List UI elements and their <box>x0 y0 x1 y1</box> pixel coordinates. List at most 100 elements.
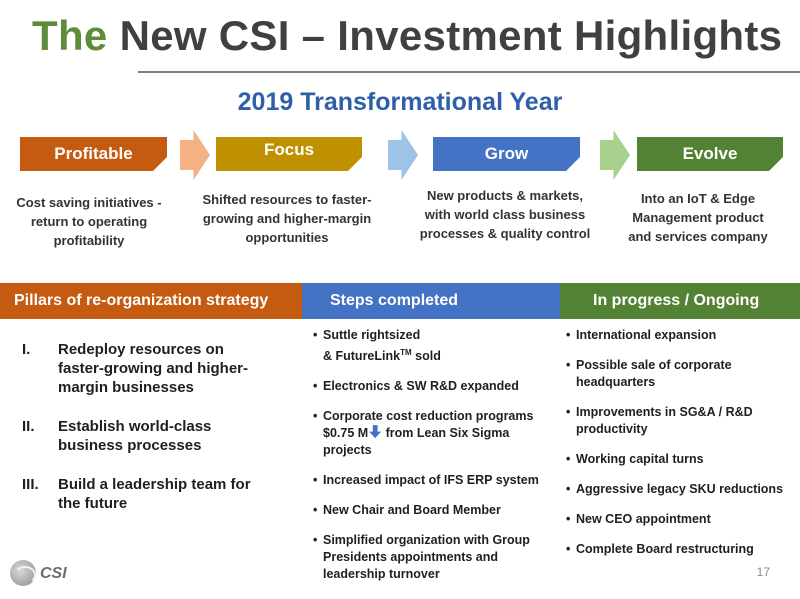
list-item-text: Possible sale of corporate headquarters <box>576 358 732 389</box>
pillar-text: Establish world-class business processes <box>58 418 212 454</box>
desc-line: Cost saving initiatives - <box>16 195 162 210</box>
list-item: • Electronics & SW R&D expanded <box>313 378 553 395</box>
progress-header: In progress / Ongoing <box>560 283 800 319</box>
list-item-text: New Chair and Board Member <box>323 503 501 518</box>
list-item: • Complete Board restructuring <box>566 541 798 558</box>
title-divider <box>138 71 800 73</box>
text-line: Suttle rightsized <box>323 328 421 342</box>
globe-logo-icon <box>10 560 36 586</box>
list-item: • International expansion <box>566 327 798 344</box>
progress-list: • International expansion • Possible sal… <box>566 327 798 571</box>
stage-label: Grow <box>484 144 529 163</box>
stage-label: Evolve <box>682 144 738 163</box>
pillars-header: Pillars of re-organization strategy <box>0 283 302 319</box>
stage-grow: Grow <box>433 137 580 171</box>
fold-corner <box>348 157 362 171</box>
title-part-2: New CSI – Investment Highlights <box>119 12 783 59</box>
list-item: • Aggressive legacy SKU reductions <box>566 481 798 498</box>
bullet: • <box>566 482 571 496</box>
subtitle: 2019 Transformational Year <box>237 88 563 116</box>
steps-list: • Suttle rightsized & FutureLinkTM sold … <box>313 327 553 596</box>
list-item-text: International expansion <box>576 328 717 342</box>
desc-line: with world class business <box>424 207 586 222</box>
desc-line: Management product <box>632 210 764 225</box>
fold-corner <box>769 157 783 171</box>
bullet: • <box>566 452 571 466</box>
bullet: • <box>313 473 318 488</box>
list-item: • Suttle rightsized & FutureLinkTM sold <box>313 327 553 365</box>
list-item-text: Aggressive legacy SKU reductions <box>576 482 784 496</box>
desc-line: profitability <box>53 233 125 248</box>
list-item: • Possible sale of corporate headquarter… <box>566 357 798 391</box>
pillar-text: Build a leadership team for the future <box>58 476 251 512</box>
stage-desc-evolve: Into an IoT & Edge Management product an… <box>612 189 784 246</box>
page-number: 17 <box>756 565 770 579</box>
pillar-item: I. Redeploy resources on faster-growing … <box>22 340 272 397</box>
stage-evolve: Evolve <box>637 137 783 171</box>
text-part: Corporate cost reduction programs $0.75 … <box>323 409 534 441</box>
logo-text: CSI <box>40 565 67 582</box>
trademark-superscript: TM <box>400 348 412 357</box>
pillars-list: I. Redeploy resources on faster-growing … <box>22 340 272 533</box>
bullet: • <box>566 512 571 526</box>
list-item-text: Simplified organization with Group Presi… <box>323 533 530 582</box>
list-item-text: Complete Board restructuring <box>576 542 754 556</box>
list-item: • New CEO appointment <box>566 511 798 528</box>
list-item-text: New CEO appointment <box>576 512 711 526</box>
steps-header-label: Steps completed <box>330 292 459 309</box>
progress-header-label: In progress / Ongoing <box>593 292 760 309</box>
bullet: • <box>566 358 571 372</box>
bullet: • <box>313 379 318 394</box>
desc-line: growing and higher-margin <box>202 211 372 226</box>
desc-line: and services company <box>628 229 768 244</box>
pillar-number: I. <box>22 341 31 358</box>
stage-focus: Focus <box>216 137 362 171</box>
list-item: • Improvements in SG&A / R&D productivit… <box>566 404 798 438</box>
list-item: • Corporate cost reduction programs $0.7… <box>313 408 553 459</box>
desc-line: Shifted resources to faster- <box>202 192 372 207</box>
list-item-text: Corporate cost reduction programs $0.75 … <box>323 408 553 459</box>
desc-line: processes & quality control <box>419 226 591 241</box>
list-item: • Increased impact of IFS ERP system <box>313 472 553 489</box>
stage-desc-focus: Shifted resources to faster- growing and… <box>192 190 382 247</box>
desc-line: opportunities <box>245 230 329 245</box>
list-item: • Simplified organization with Group Pre… <box>313 532 553 583</box>
pillar-number: II. <box>22 418 35 435</box>
list-item-text: Increased impact of IFS ERP system <box>323 473 539 488</box>
process-arrow <box>600 130 630 180</box>
process-arrow <box>180 130 210 180</box>
desc-line: New products & markets, <box>426 188 584 203</box>
pillar-item: II. Establish world-class business proce… <box>22 417 272 455</box>
bullet: • <box>313 409 318 424</box>
list-item-text: Suttle rightsized & FutureLinkTM sold <box>323 327 441 365</box>
stage-label: Focus <box>263 140 315 159</box>
bullet: • <box>313 328 318 342</box>
pillar-item: III. Build a leadership team for the fut… <box>22 475 272 513</box>
desc-line: Into an IoT & Edge <box>640 191 756 206</box>
down-arrow-icon <box>369 425 382 439</box>
text-line: sold <box>411 349 441 364</box>
list-item-text: Working capital turns <box>576 452 704 466</box>
fold-corner <box>566 157 580 171</box>
list-item-text: Improvements in SG&A / R&D productivity <box>576 405 753 436</box>
title-part-1: The <box>32 12 108 59</box>
pillar-number: III. <box>22 476 39 493</box>
desc-line: return to operating <box>30 214 148 229</box>
bullet: • <box>566 328 571 342</box>
text-line: & FutureLink <box>323 349 401 364</box>
stage-desc-profitable: Cost saving initiatives - return to oper… <box>0 193 178 250</box>
fold-corner <box>153 157 167 171</box>
list-item: • New Chair and Board Member <box>313 502 553 519</box>
process-arrow <box>388 130 418 180</box>
stage-label: Profitable <box>54 144 133 163</box>
pillars-header-label: Pillars of re-organization strategy <box>14 292 269 309</box>
list-item-text: Electronics & SW R&D expanded <box>323 379 519 394</box>
text-part: from Lean Six Sigma projects <box>323 426 510 458</box>
list-item: • Working capital turns <box>566 451 798 468</box>
stage-desc-grow: New products & markets, with world class… <box>405 186 605 243</box>
bullet: • <box>313 503 318 518</box>
steps-header: Steps completed <box>302 283 560 319</box>
bullet: • <box>313 533 318 548</box>
bullet: • <box>566 542 571 556</box>
page-title: The New CSI – Investment Highlights <box>32 12 782 60</box>
